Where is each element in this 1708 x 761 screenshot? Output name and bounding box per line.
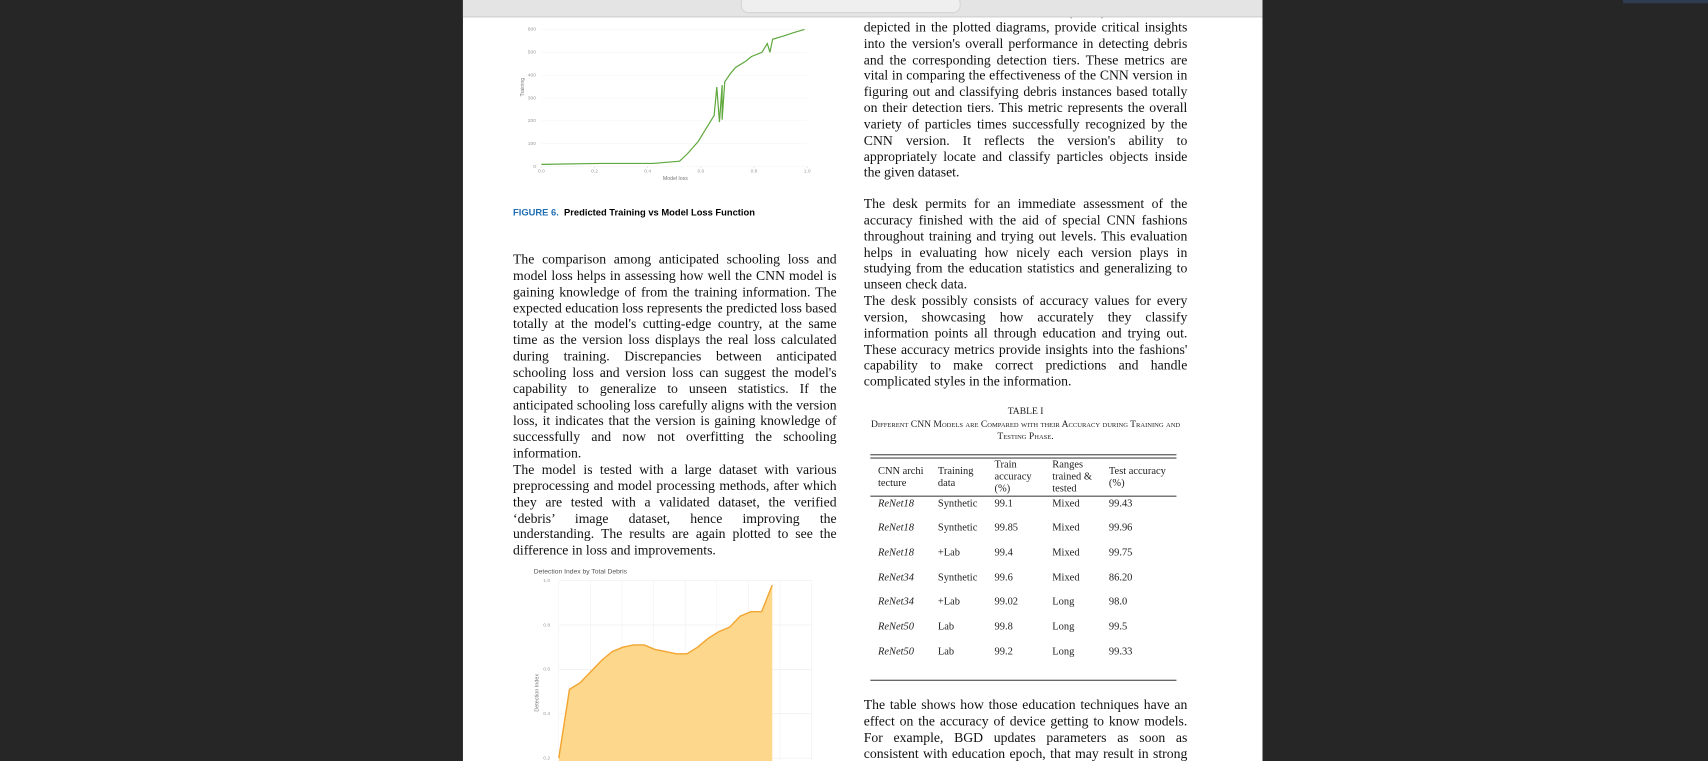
table-cell: 99.6 bbox=[994, 571, 1013, 584]
line-series bbox=[541, 28, 805, 165]
x-tick-label: 0.4 bbox=[644, 168, 651, 174]
x-tick-label: 1.0 bbox=[804, 168, 811, 174]
table-header: Train accuracy (%) bbox=[994, 458, 1032, 495]
table-cell: Lab bbox=[937, 645, 955, 658]
figure-title: Predicted Training vs Model Loss Functio… bbox=[564, 206, 755, 218]
table-cell: ReNet50 bbox=[877, 645, 914, 658]
x-tick-label: 0.0 bbox=[538, 168, 545, 174]
table-cell: 99.4 bbox=[994, 546, 1013, 559]
table-cell: Mixed bbox=[1052, 521, 1080, 534]
y-tick-label: 1.0 bbox=[543, 578, 550, 584]
table-cell: Synthetic bbox=[937, 521, 978, 534]
x-tick-label: 0.2 bbox=[591, 168, 598, 174]
table-cell: +Lab bbox=[937, 546, 961, 559]
table-cell: Mixed bbox=[1052, 497, 1080, 510]
table-cell: Long bbox=[1052, 645, 1075, 658]
table-cell: Synthetic bbox=[937, 571, 978, 584]
table-cell: ReNet18 bbox=[877, 521, 914, 534]
table-cell: ReNet34 bbox=[877, 571, 914, 584]
table-cell: Long bbox=[1052, 596, 1075, 609]
table-cell: 99.8 bbox=[994, 620, 1013, 633]
table-rule bbox=[870, 495, 1177, 497]
area-line bbox=[558, 584, 773, 759]
toolbar-corner bbox=[1623, 0, 1708, 4]
table-cell: ReNet50 bbox=[877, 620, 914, 633]
y-tick-label: 100 bbox=[528, 141, 536, 147]
table-cell: ReNet18 bbox=[877, 497, 914, 510]
table-cell: 86.20 bbox=[1108, 571, 1133, 584]
y-tick-label: 600 bbox=[528, 27, 536, 33]
table-cell: 99.5 bbox=[1108, 620, 1128, 633]
area-fill bbox=[558, 585, 773, 761]
table-cell: 99.85 bbox=[994, 521, 1019, 534]
table-cell: +Lab bbox=[937, 596, 961, 609]
table-header: Ranges trained & tested bbox=[1052, 458, 1093, 495]
table-cell: Lab bbox=[937, 620, 955, 633]
search-box[interactable] bbox=[740, 0, 961, 14]
table-cell: Long bbox=[1052, 620, 1075, 633]
table-rule bbox=[870, 454, 1177, 456]
x-tick-label: 0.8 bbox=[751, 168, 758, 174]
y-tick-label: 200 bbox=[528, 118, 536, 124]
toolbar bbox=[462, 0, 1263, 18]
x-axis-label: Model loss bbox=[663, 176, 688, 182]
figure-label: FIGURE 6. bbox=[513, 206, 559, 218]
y-axis-label: Training bbox=[520, 78, 526, 97]
y-tick-label: 0.6 bbox=[543, 667, 550, 673]
table-cell: 99.96 bbox=[1108, 521, 1133, 534]
paragraph: The model is tested with a large dataset… bbox=[513, 461, 837, 558]
table-cell: 98.0 bbox=[1108, 596, 1128, 609]
table-cell: Mixed bbox=[1052, 571, 1080, 584]
paragraph: The comparison among anticipated schooli… bbox=[513, 251, 837, 461]
y-tick-label: 300 bbox=[528, 95, 536, 101]
table-rule bbox=[870, 679, 1177, 681]
table-cell: ReNet34 bbox=[877, 596, 914, 609]
table-cell: ReNet18 bbox=[877, 546, 914, 559]
y-axis-label: Detection Index bbox=[534, 674, 540, 712]
paragraph: The desk permits for an immediate assess… bbox=[863, 196, 1188, 293]
table-cell: 99.02 bbox=[994, 596, 1019, 609]
chart-title: Detection Index by Total Debris bbox=[534, 569, 628, 576]
table-cell: 99.75 bbox=[1108, 546, 1133, 559]
table-cell: 99.1 bbox=[994, 497, 1013, 510]
table-cell: Synthetic bbox=[937, 497, 978, 510]
figure-caption: FIGURE 6. Predicted Training vs Model Lo… bbox=[513, 207, 755, 218]
x-tick-label: 0.6 bbox=[697, 168, 704, 174]
y-tick-label: 0.8 bbox=[543, 622, 550, 628]
paragraph: The table shows how those education tech… bbox=[863, 697, 1188, 761]
paragraph: The desk possibly consists of accuracy v… bbox=[863, 293, 1188, 390]
y-tick-label: 500 bbox=[528, 50, 536, 56]
table-cell: 99.33 bbox=[1108, 645, 1133, 658]
table-header: Test accuracy (%) bbox=[1108, 464, 1166, 489]
table-cell: 99.43 bbox=[1108, 497, 1133, 510]
table-header: CNN architecture bbox=[877, 464, 924, 489]
table-caption: Different CNN Models are Compared with t… bbox=[870, 418, 1181, 442]
table-header: Training data bbox=[937, 464, 974, 489]
pdf-page bbox=[462, 0, 1263, 761]
y-tick-label: 0.4 bbox=[543, 711, 550, 717]
table-rule bbox=[870, 457, 1177, 459]
y-tick-label: 0 bbox=[533, 164, 536, 170]
paragraph: Convolutional Neural Network (CNN) versi… bbox=[863, 3, 1188, 181]
table-cell: 99.2 bbox=[994, 645, 1013, 658]
y-tick-label: 0.2 bbox=[543, 755, 550, 761]
table-cell: Mixed bbox=[1052, 546, 1080, 559]
y-tick-label: 400 bbox=[528, 72, 536, 78]
table-label: TABLE I bbox=[1007, 405, 1044, 417]
